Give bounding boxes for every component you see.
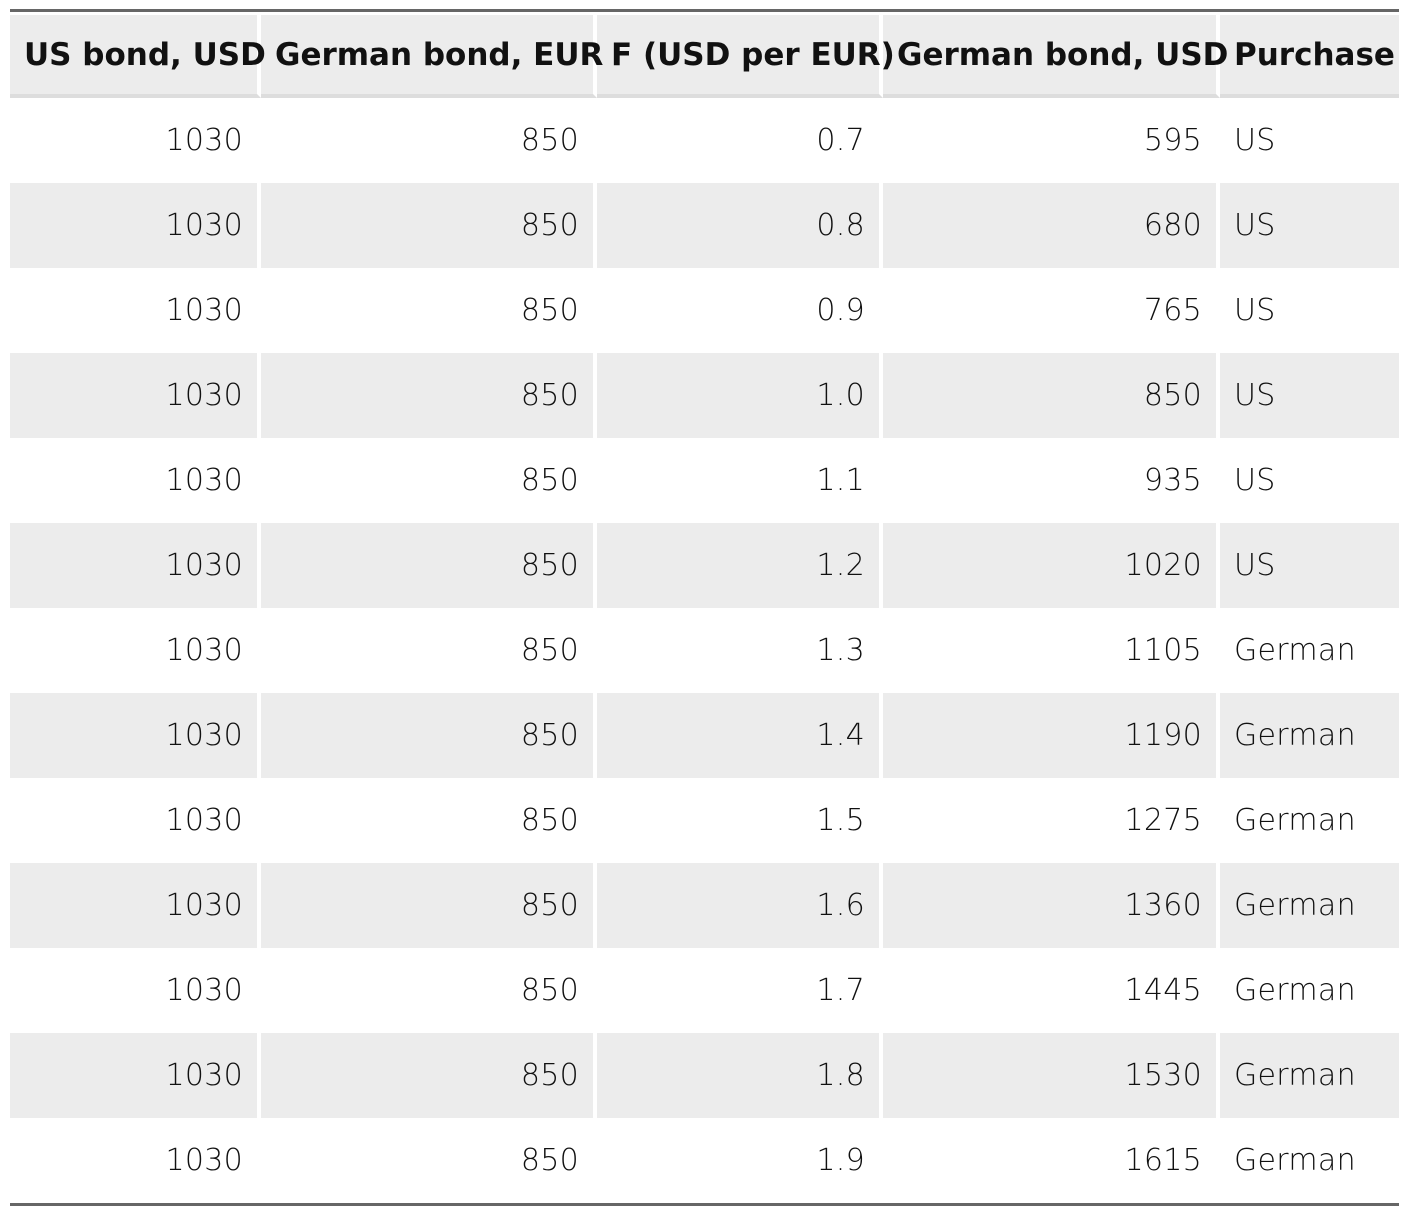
forward-rate-cell: 0.7 [597, 98, 883, 183]
table-row: 1030 850 1.1 935 US [10, 438, 1399, 523]
german-bond-eur-cell: 850 [261, 948, 597, 1033]
purchase-cell: German [1234, 973, 1356, 1008]
table-row: 1030 850 0.7 595 US [10, 98, 1399, 183]
table-row: 1030 850 1.6 1360 German [10, 863, 1399, 948]
table-row: 1030 850 0.8 680 US [10, 183, 1399, 268]
us-bond-usd-cell: 1030 [10, 98, 261, 183]
us-bond-usd-cell: 1030 [10, 523, 261, 608]
purchase-cell: US [1234, 463, 1276, 498]
table-row: 1030 850 1.2 1020 US [10, 523, 1399, 608]
us-bond-usd-cell: 1030 [10, 183, 261, 268]
table-body: 1030 850 0.7 595 US 1030 850 0.8 680 US 1030 850 0.9… [10, 98, 1399, 1203]
bond-comparison-table: US bond, USD German bond, EUR F (USD per… [10, 12, 1399, 1203]
us-bond-usd-cell: 1030 [10, 948, 261, 1033]
german-bond-eur-cell: 850 [261, 863, 597, 948]
german-bond-eur-cell: 850 [261, 438, 597, 523]
us-bond-usd-cell: 1030 [10, 693, 261, 778]
german-bond-usd-cell: 1615 [883, 1118, 1220, 1203]
table-row: 1030 850 1.5 1275 German [10, 778, 1399, 863]
purchase-cell: German [1234, 803, 1356, 838]
us-bond-usd-cell: 1030 [10, 1033, 261, 1118]
forward-rate-cell: 1.9 [597, 1118, 883, 1203]
forward-rate-cell: 1.6 [597, 863, 883, 948]
purchase-cell: German [1234, 633, 1356, 668]
purchase-cell: US [1234, 293, 1276, 328]
table-row: 1030 850 1.4 1190 German [10, 693, 1399, 778]
purchase-cell: US [1220, 183, 1399, 268]
table-row: 1030 850 1.0 850 US [10, 353, 1399, 438]
header-german-bond-eur: German bond, EUR [261, 12, 603, 98]
german-bond-usd-cell: 1530 [883, 1033, 1220, 1118]
german-bond-usd-cell: 1190 [883, 693, 1220, 778]
german-bond-eur-cell: 850 [261, 1118, 597, 1203]
forward-rate-cell: 0.9 [597, 268, 883, 353]
german-bond-usd-cell: 935 [883, 438, 1220, 523]
forward-rate-cell: 1.7 [597, 948, 883, 1033]
purchase-cell: US [1234, 123, 1276, 158]
german-bond-usd-cell: 1445 [883, 948, 1220, 1033]
german-bond-usd-cell: 1360 [883, 863, 1220, 948]
forward-rate-cell: 1.8 [597, 1033, 883, 1118]
table-row: 1030 850 0.9 765 US [10, 268, 1399, 353]
german-bond-usd-cell: 1020 [883, 523, 1220, 608]
table-header-row: US bond, USD German bond, EUR F (USD per… [10, 12, 1399, 98]
forward-rate-cell: 1.4 [597, 693, 883, 778]
forward-rate-cell: 0.8 [597, 183, 883, 268]
us-bond-usd-cell: 1030 [10, 863, 261, 948]
purchase-cell: US [1220, 523, 1399, 608]
header-forward-rate: F (USD per EUR) [597, 12, 895, 98]
bond-comparison-table-container: US bond, USD German bond, EUR F (USD per… [10, 9, 1399, 1206]
german-bond-usd-cell: 850 [883, 353, 1220, 438]
german-bond-usd-cell: 1105 [883, 608, 1220, 693]
forward-rate-cell: 1.0 [597, 353, 883, 438]
table-row: 1030 850 1.9 1615 German [10, 1118, 1399, 1203]
us-bond-usd-cell: 1030 [10, 353, 261, 438]
german-bond-eur-cell: 850 [261, 608, 597, 693]
german-bond-eur-cell: 850 [261, 523, 597, 608]
german-bond-usd-cell: 595 [883, 98, 1220, 183]
purchase-cell: US [1220, 353, 1399, 438]
purchase-cell: German [1220, 863, 1399, 948]
header-us-bond-usd: US bond, USD [10, 12, 266, 98]
german-bond-eur-cell: 850 [261, 693, 597, 778]
table-row: 1030 850 1.3 1105 German [10, 608, 1399, 693]
us-bond-usd-cell: 1030 [10, 268, 261, 353]
purchase-cell: German [1220, 1033, 1399, 1118]
forward-rate-cell: 1.1 [597, 438, 883, 523]
forward-rate-cell: 1.2 [597, 523, 883, 608]
us-bond-usd-cell: 1030 [10, 608, 261, 693]
us-bond-usd-cell: 1030 [10, 438, 261, 523]
header-purchase: Purchase [1220, 12, 1399, 98]
table-row: 1030 850 1.7 1445 German [10, 948, 1399, 1033]
us-bond-usd-cell: 1030 [10, 1118, 261, 1203]
us-bond-usd-cell: 1030 [10, 778, 261, 863]
forward-rate-cell: 1.5 [597, 778, 883, 863]
header-german-bond-usd: German bond, USD [883, 12, 1228, 98]
german-bond-usd-cell: 680 [883, 183, 1220, 268]
german-bond-eur-cell: 850 [261, 183, 597, 268]
german-bond-eur-cell: 850 [261, 98, 597, 183]
forward-rate-cell: 1.3 [597, 608, 883, 693]
german-bond-eur-cell: 850 [261, 268, 597, 353]
german-bond-eur-cell: 850 [261, 353, 597, 438]
purchase-cell: German [1234, 1143, 1356, 1178]
german-bond-usd-cell: 765 [883, 268, 1220, 353]
german-bond-eur-cell: 850 [261, 1033, 597, 1118]
table-row: 1030 850 1.8 1530 German [10, 1033, 1399, 1118]
german-bond-usd-cell: 1275 [883, 778, 1220, 863]
german-bond-eur-cell: 850 [261, 778, 597, 863]
purchase-cell: German [1220, 693, 1399, 778]
